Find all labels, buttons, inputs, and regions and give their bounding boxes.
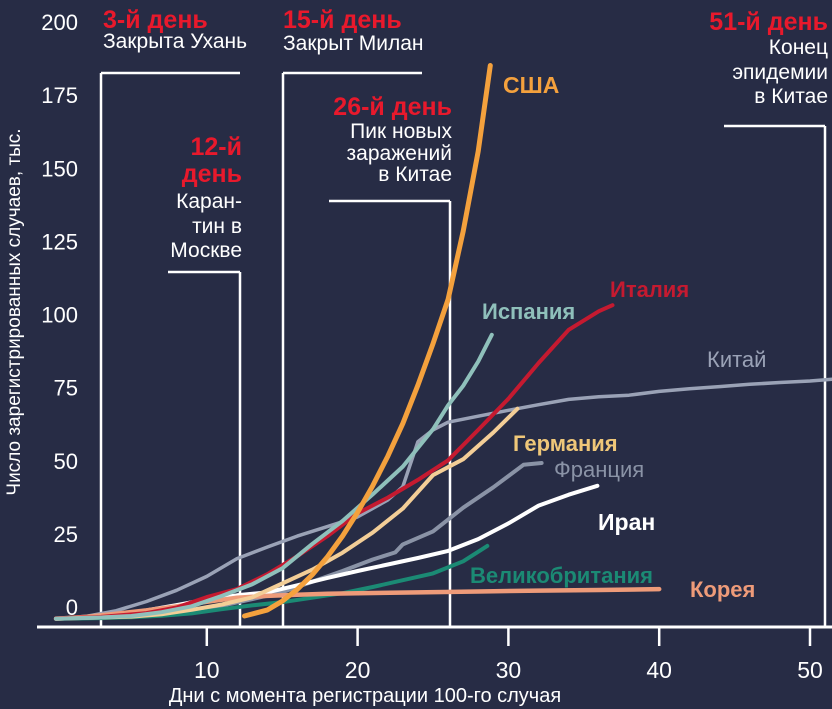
x-tick-label-10: 10 <box>194 657 220 683</box>
annotation-12-text: Каран- <box>176 190 242 213</box>
annotation-51-title: 51-й день <box>709 8 828 36</box>
series-label-Германия: Германия <box>513 431 618 456</box>
x-tick-label-20: 20 <box>345 657 371 683</box>
day-15-bracket <box>281 71 422 627</box>
x-axis-title: Дни с момента регистрации 100-го случая <box>169 685 561 707</box>
y-tick-label-0: 0 <box>66 595 78 620</box>
y-tick-label-200: 200 <box>41 10 78 35</box>
y-tick-label-175: 175 <box>41 83 78 108</box>
annotation-26-text: заражений <box>347 142 452 165</box>
annotation-51-text: в Китае <box>754 85 828 108</box>
day-12-bracket <box>168 270 242 627</box>
annotation-15-title: 15-й день <box>283 6 402 34</box>
x-tick-label-30: 30 <box>496 657 522 683</box>
annotation-15-text: Закрыт Милан <box>283 32 424 55</box>
y-tick-label-50: 50 <box>54 449 78 474</box>
annotation-12-text: тин в <box>192 215 242 238</box>
series-label-Китай: Китай <box>707 347 766 372</box>
annotation-3-title: 3-й день <box>103 6 208 34</box>
annotation-51-text: Конец <box>769 36 828 59</box>
series-label-Франция: Франция <box>554 457 644 482</box>
series-label-США: США <box>503 72 559 98</box>
annotation-26-title: 26-й день <box>333 93 452 121</box>
y-tick-label-100: 100 <box>41 303 78 328</box>
series-label-Великобритания: Великобритания <box>470 563 653 588</box>
series-label-Испания: Испания <box>482 299 575 324</box>
series-label-Корея: Корея <box>690 577 755 602</box>
annotation-12-title: 12-й <box>190 133 242 161</box>
series-label-Италия: Италия <box>610 277 689 302</box>
series-label-Иран: Иран <box>598 509 655 535</box>
annotation-12-text: Москве <box>170 239 242 262</box>
x-tick-label-50: 50 <box>797 657 823 683</box>
annotation-12-title: день <box>182 160 242 188</box>
y-tick-label-75: 75 <box>54 376 78 401</box>
line-Корея <box>53 586 662 621</box>
annotation-3-text: Закрыта Ухань <box>103 30 247 53</box>
line-Испания <box>54 332 494 621</box>
line-США <box>242 63 493 619</box>
y-axis-title: Число зарегистрированных случаев, тыс. <box>4 128 25 495</box>
day-26-bracket <box>329 199 452 627</box>
annotation-51-text: эпидемии <box>732 61 828 84</box>
annotation-26-text: в Китае <box>378 163 452 186</box>
annotation-26-text: Пик новых <box>350 120 452 143</box>
y-tick-label-125: 125 <box>41 229 78 254</box>
day-3-bracket <box>99 71 240 627</box>
day-51-bracket <box>724 124 827 627</box>
line-Иран <box>54 483 600 621</box>
x-tick-label-40: 40 <box>646 657 672 683</box>
y-tick-label-150: 150 <box>41 156 78 181</box>
y-tick-label-25: 25 <box>54 522 78 547</box>
